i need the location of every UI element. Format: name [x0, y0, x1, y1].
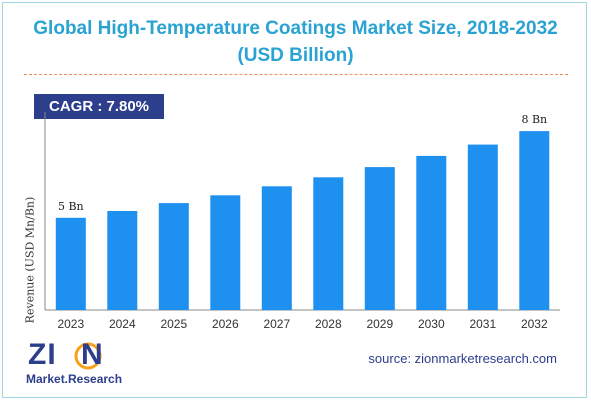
x-tick-label-2025: 2025	[160, 317, 187, 331]
bar-2029	[364, 167, 395, 310]
chart-subtitle: (USD Billion)	[237, 45, 354, 66]
data-label-2023: 5 Bn	[58, 200, 84, 213]
x-tick-label-2028: 2028	[315, 317, 342, 331]
bar-2027	[261, 186, 292, 311]
x-tick-label-2026: 2026	[212, 317, 239, 331]
x-tick-label-2032: 2032	[521, 317, 548, 331]
x-tick-label-2031: 2031	[469, 317, 496, 331]
x-tick-label-2023: 2023	[57, 317, 84, 331]
chart-title: Global High-Temperature Coatings Market …	[33, 18, 558, 39]
x-tick-label-2030: 2030	[418, 317, 445, 331]
bar-2023	[55, 217, 86, 310]
zion-logo-text: ZION	[28, 338, 104, 371]
bar-2026	[210, 195, 241, 310]
title-divider	[24, 74, 568, 75]
bar-2030	[416, 155, 447, 310]
bar-2031	[467, 144, 498, 310]
bar-2025	[158, 203, 189, 310]
data-label-2032: 8 Bn	[521, 113, 547, 126]
bar-2028	[313, 177, 344, 311]
source-credit: source: zionmarketresearch.com	[368, 351, 557, 366]
x-tick-label-2024: 2024	[109, 317, 136, 331]
bar-2032	[519, 131, 550, 310]
zion-logo-mark	[74, 342, 102, 370]
x-tick-label-2027: 2027	[263, 317, 290, 331]
cagr-badge: CAGR : 7.80%	[34, 94, 164, 119]
zion-logo: ZION Market.Research	[22, 338, 132, 390]
zion-logo-tagline: Market.Research	[26, 372, 123, 386]
y-axis-label-text: Revenue (USD Mn/Bn)	[23, 196, 37, 324]
bar-2024	[107, 211, 138, 310]
x-tick-label-2029: 2029	[366, 317, 393, 331]
